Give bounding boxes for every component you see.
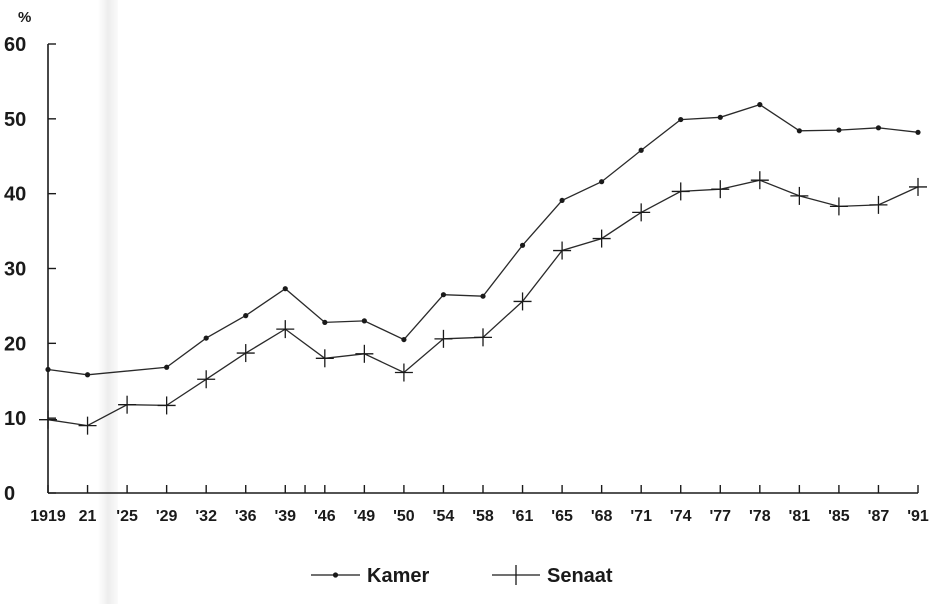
x-tick-label-15: '71 — [630, 508, 652, 525]
point-kamer-1949 — [361, 318, 367, 324]
point-senaat-1950 — [394, 363, 413, 382]
point-kamer-1946 — [322, 319, 328, 325]
legend-label-senaat: Senaat — [547, 565, 613, 587]
x-tick-label-19: '81 — [789, 508, 811, 525]
point-kamer-1974 — [678, 116, 684, 123]
y-tick-label-60: 60 — [4, 34, 26, 56]
x-tick-label-6: '39 — [274, 508, 296, 525]
x-tick-label-7: '46 — [314, 508, 336, 525]
series-layer — [39, 102, 927, 435]
x-tick-label-3: '29 — [156, 508, 178, 525]
point-kamer-1936 — [243, 313, 249, 319]
x-tick-label-8: '49 — [354, 508, 376, 525]
point-senaat-1971 — [632, 203, 651, 222]
point-senaat-1929 — [157, 396, 176, 415]
point-senaat-1919 — [39, 410, 57, 429]
point-kamer-1985 — [836, 127, 842, 133]
x-tick-label-5: '36 — [235, 508, 257, 525]
point-kamer-1977 — [717, 114, 723, 120]
legend-item-kamer: Kamer — [311, 565, 429, 587]
legend: Kamer Senaat — [311, 565, 613, 587]
point-senaat-1974 — [671, 182, 690, 201]
point-senaat-1949 — [355, 344, 374, 363]
point-kamer-1965 — [559, 197, 565, 204]
point-kamer-1950 — [401, 336, 407, 343]
x-tick-label-4: '32 — [195, 508, 217, 525]
point-senaat-1961 — [513, 292, 532, 311]
x-tick-label-16: '74 — [670, 508, 692, 525]
y-tick-label-40: 40 — [4, 184, 26, 206]
point-senaat-1932 — [197, 370, 216, 389]
x-tick-label-14: '68 — [591, 508, 613, 525]
point-kamer-1991 — [915, 129, 921, 135]
point-kamer-1939 — [282, 286, 288, 292]
series-line-kamer — [47, 103, 919, 376]
point-senaat-1965 — [553, 241, 572, 260]
point-senaat-1981 — [790, 186, 809, 205]
y-tick-label-0: 0 — [4, 483, 15, 505]
x-tick-label-11: '58 — [472, 508, 494, 525]
x-tick-label-9: '50 — [393, 508, 415, 525]
y-tick-label-20: 20 — [4, 333, 26, 355]
legend-marker-kamer — [332, 572, 339, 578]
point-kamer-1958 — [480, 293, 486, 299]
point-senaat-1968 — [592, 229, 611, 248]
x-tick-label-22: '91 — [907, 508, 929, 525]
point-kamer-1981 — [796, 128, 802, 134]
point-kamer-1929 — [164, 364, 170, 370]
point-senaat-1977 — [711, 180, 730, 199]
point-senaat-1939 — [276, 320, 295, 339]
x-tick-label-18: '78 — [749, 508, 771, 525]
series-line-senaat — [47, 179, 919, 427]
x-tick-label-0: 1919 — [30, 508, 66, 525]
point-senaat-1985 — [829, 197, 848, 216]
x-tick-label-20: '85 — [828, 508, 850, 525]
x-tick-label-10: '54 — [433, 508, 455, 525]
axes: % 0 10 20 30 40 50 60 1919 21 '25 '29 '32 '36 '39 '46 '4… — [4, 9, 929, 525]
y-tick-label-50: 50 — [4, 109, 26, 131]
point-kamer-1961 — [519, 242, 526, 248]
x-tick-label-13: '65 — [551, 508, 573, 525]
point-senaat-1921 — [78, 416, 97, 435]
point-kamer-1978 — [757, 102, 763, 108]
point-senaat-1987 — [869, 195, 888, 214]
point-kamer-1919 — [45, 366, 51, 373]
point-senaat-1954 — [434, 329, 453, 348]
point-senaat-1925 — [118, 395, 137, 414]
x-tick-label-21: '87 — [868, 508, 890, 525]
point-kamer-1932 — [203, 335, 209, 341]
point-kamer-1954 — [440, 292, 447, 298]
x-tick-label-2: '25 — [116, 508, 138, 525]
y-tick-label-10: 10 — [4, 408, 26, 430]
point-kamer-1921 — [84, 372, 91, 378]
point-senaat-1946 — [315, 349, 334, 368]
x-tick-label-17: '77 — [709, 508, 731, 525]
legend-item-senaat: Senaat — [492, 565, 613, 587]
y-tick-label-30: 30 — [4, 259, 26, 281]
point-senaat-1991 — [909, 177, 927, 196]
x-tick-label-12: '61 — [512, 508, 534, 525]
point-senaat-1958 — [474, 328, 492, 347]
x-tick-label-1: 21 — [79, 508, 97, 525]
point-senaat-1978 — [750, 171, 769, 190]
legend-label-kamer: Kamer — [367, 565, 429, 587]
y-unit-label: % — [18, 9, 31, 26]
point-kamer-1987 — [875, 125, 882, 131]
point-kamer-1971 — [638, 147, 644, 153]
point-kamer-1968 — [599, 179, 605, 185]
point-senaat-1936 — [236, 344, 255, 363]
